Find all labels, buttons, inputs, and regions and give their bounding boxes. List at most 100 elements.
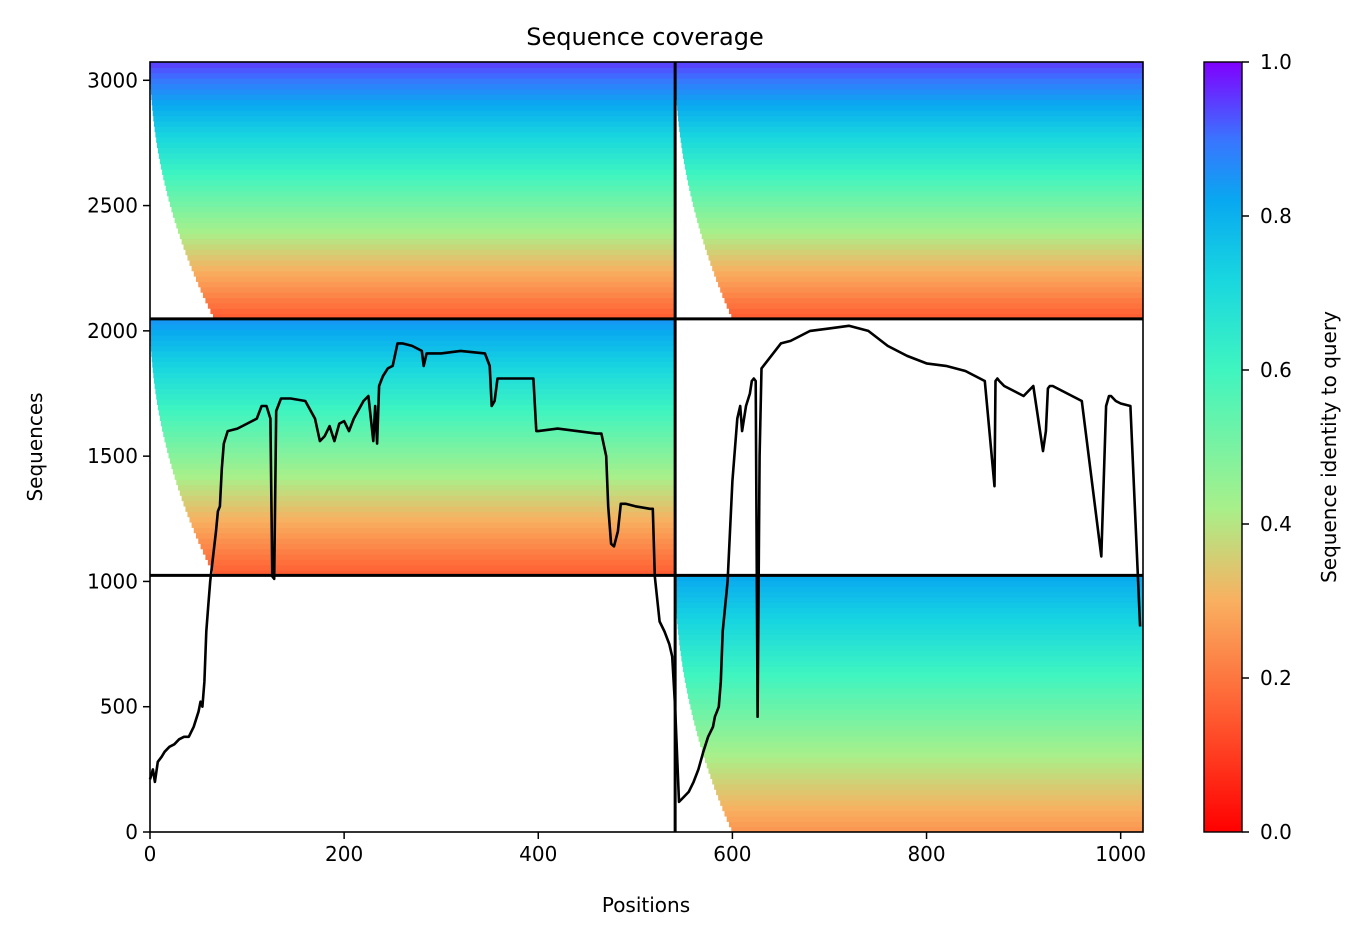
coverage-row <box>682 147 1143 154</box>
coverage-row <box>684 676 1143 683</box>
coverage-row <box>710 773 1143 780</box>
coverage-row <box>169 457 676 464</box>
coverage-row <box>714 270 1143 277</box>
coverage-row <box>691 709 1143 715</box>
coverage-row <box>167 190 676 197</box>
x-axis-label: Positions <box>602 893 690 917</box>
coverage-row <box>712 265 1143 272</box>
coverage-row <box>675 78 1143 85</box>
coverage-row <box>697 217 1143 224</box>
coverage-row <box>679 126 1143 133</box>
coverage-row <box>676 612 1143 619</box>
coverage-row <box>714 783 1143 790</box>
coverage-row <box>678 628 1143 635</box>
coverage-row <box>163 174 676 181</box>
y-tick-label: 3000 <box>87 68 138 92</box>
coverage-row <box>178 484 676 491</box>
coverage-row <box>675 575 1143 582</box>
coverage-row <box>685 682 1143 689</box>
coverage-row <box>152 361 676 368</box>
coverage-row <box>151 356 676 363</box>
coverage-row <box>724 297 1143 304</box>
coverage-row <box>176 479 676 486</box>
coverage-row <box>728 821 1143 828</box>
coverage-row <box>173 211 676 218</box>
colorbar-tick-label: 0.6 <box>1260 358 1292 382</box>
coverage-row <box>183 500 676 507</box>
coverage-row <box>686 687 1143 694</box>
coverage-row <box>708 254 1143 261</box>
coverage-row <box>152 366 676 373</box>
coverage-row <box>187 254 676 261</box>
coverage-row <box>185 249 676 256</box>
y-tick-label: 0 <box>125 820 138 844</box>
coverage-row <box>708 767 1143 774</box>
coverage-row <box>150 318 676 325</box>
coverage-row <box>155 131 676 138</box>
coverage-row <box>682 660 1143 667</box>
coverage-row <box>213 313 676 320</box>
coverage-row <box>159 415 676 421</box>
coverage-row <box>726 302 1143 309</box>
coverage-row <box>160 163 676 170</box>
x-tick-label: 400 <box>519 842 557 866</box>
coverage-row <box>678 120 1143 127</box>
coverage-row <box>676 602 1143 609</box>
coverage-row <box>675 83 1143 90</box>
colorbar <box>1203 61 1243 833</box>
coverage-row <box>731 826 1143 832</box>
plot-frame <box>149 61 1144 833</box>
y-tick-label: 2500 <box>87 194 138 218</box>
coverage-row <box>690 703 1143 710</box>
coverage-row <box>689 698 1143 705</box>
coverage-row <box>680 136 1143 143</box>
coverage-row <box>689 185 1143 192</box>
coverage-row <box>153 120 676 127</box>
coverage-row <box>716 789 1143 796</box>
coverage-row <box>162 425 676 432</box>
coverage-row <box>193 527 676 534</box>
coverage-row <box>686 174 1143 181</box>
y-tick-label: 1500 <box>87 444 138 468</box>
coverage-row <box>154 382 676 389</box>
coverage-row <box>181 238 676 245</box>
coverage-row <box>675 586 1143 593</box>
coverage-row <box>676 607 1143 614</box>
colorbar-tick-label: 1.0 <box>1260 50 1292 74</box>
coverage-block <box>675 575 1143 832</box>
coverage-row <box>191 521 676 528</box>
coverage-row <box>150 78 676 85</box>
x-tick-label: 600 <box>713 842 751 866</box>
coverage-row <box>179 233 676 240</box>
coverage-row <box>198 281 676 288</box>
coverage-row <box>677 110 1143 117</box>
coverage-row <box>700 741 1143 748</box>
coverage-row <box>159 158 676 165</box>
coverage-row <box>718 281 1143 288</box>
coverage-row <box>688 693 1143 699</box>
coverage-row <box>678 634 1143 641</box>
coverage-row <box>195 532 676 539</box>
coverage-row <box>722 292 1143 299</box>
coverage-row <box>688 179 1143 186</box>
coverage-row <box>677 618 1143 625</box>
coverage-row <box>150 62 676 68</box>
coverage-row <box>187 511 676 518</box>
coverage-row <box>712 778 1143 785</box>
coverage-row <box>710 259 1143 266</box>
coverage-row <box>156 393 676 400</box>
coverage-row <box>150 340 676 347</box>
coverage-row <box>679 639 1143 646</box>
coverage-row <box>167 447 676 454</box>
coverage-row <box>692 201 1143 208</box>
coverage-row <box>695 725 1143 732</box>
coverage-row <box>152 104 676 111</box>
coverage-row <box>202 548 676 555</box>
coverage-row <box>169 201 676 208</box>
coverage-row <box>703 751 1143 758</box>
coverage-row <box>698 735 1143 742</box>
coverage-row <box>164 436 676 443</box>
coverage-row <box>164 179 676 186</box>
y-tick-label: 1000 <box>87 569 138 593</box>
coverage-row <box>694 719 1143 726</box>
